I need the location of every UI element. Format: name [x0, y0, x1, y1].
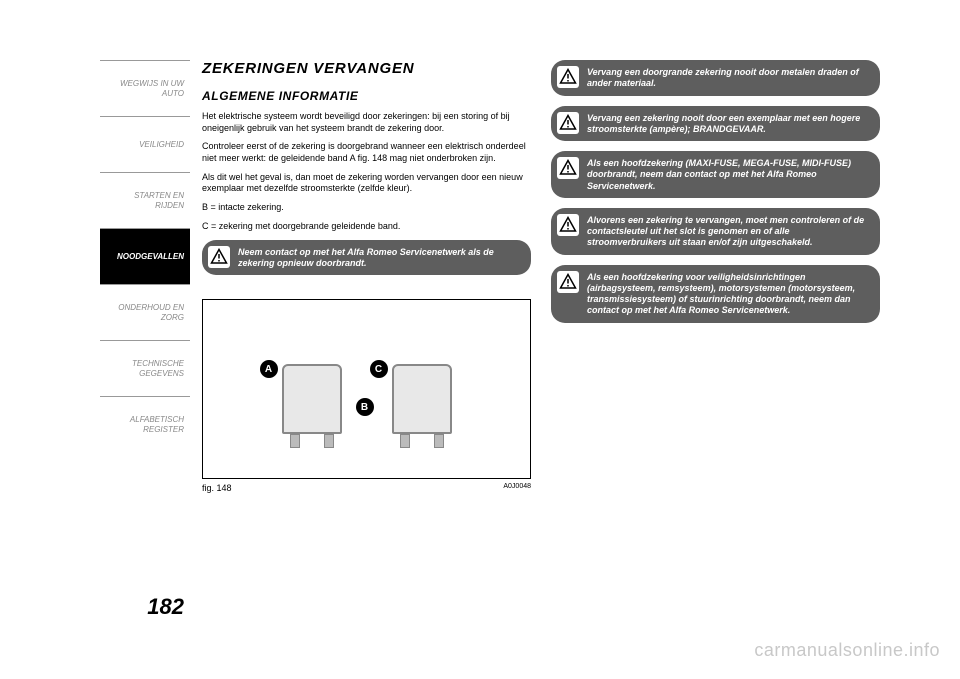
warning-text: Vervang een doorgrande zekering nooit do… — [587, 66, 870, 90]
warning-icon — [557, 157, 579, 179]
callout-b: B — [356, 398, 374, 416]
para-2: Controleer eerst of de zekering is doorg… — [202, 141, 531, 164]
figure-label: fig. 148 — [202, 483, 232, 493]
tab-wegwijs[interactable]: WEGWIJS IN UW AUTO — [100, 60, 190, 116]
manual-page: WEGWIJS IN UW AUTO VEILIGHEID STARTEN EN… — [100, 60, 880, 620]
warning-icon — [557, 66, 579, 88]
left-column: ZEKERINGEN VERVANGEN ALGEMENE INFORMATIE… — [202, 60, 531, 620]
para-4: B = intacte zekering. — [202, 202, 531, 214]
warning-text: Vervang een zekering nooit door een exem… — [587, 112, 870, 136]
callout-c: C — [370, 360, 388, 378]
warning-text: Neem contact op met het Alfa Romeo Servi… — [238, 246, 521, 270]
heading-sub: ALGEMENE INFORMATIE — [202, 89, 531, 103]
warning-icon — [557, 214, 579, 236]
fuse-intact: A B — [272, 344, 352, 434]
page-number: 182 — [100, 594, 190, 620]
warning-icon — [557, 112, 579, 134]
warning-r1: Vervang een doorgrande zekering nooit do… — [551, 60, 880, 96]
warning-text: Als een hoofdzekering (MAXI-FUSE, MEGA-F… — [587, 157, 870, 192]
para-1: Het elektrische systeem wordt beveiligd … — [202, 111, 531, 134]
warning-icon — [208, 246, 230, 268]
warning-icon — [557, 271, 579, 293]
warning-r4: Alvorens een zekering te vervangen, moet… — [551, 208, 880, 255]
warning-r2: Vervang een zekering nooit door een exem… — [551, 106, 880, 142]
watermark: carmanualsonline.info — [754, 640, 940, 661]
warning-text: Alvorens een zekering te vervangen, moet… — [587, 214, 870, 249]
sidebar-tabs: WEGWIJS IN UW AUTO VEILIGHEID STARTEN EN… — [100, 60, 190, 620]
figure-148: A B C — [202, 299, 531, 479]
tab-onderhoud[interactable]: ONDERHOUD EN ZORG — [100, 284, 190, 340]
warning-left-1: Neem contact op met het Alfa Romeo Servi… — [202, 240, 531, 276]
para-5: C = zekering met doorgebrande geleidende… — [202, 221, 531, 233]
warning-r3: Als een hoofdzekering (MAXI-FUSE, MEGA-F… — [551, 151, 880, 198]
para-3: Als dit wel het geval is, dan moet de ze… — [202, 172, 531, 195]
heading-main: ZEKERINGEN VERVANGEN — [202, 60, 531, 77]
figure-caption: fig. 148 A0J0048 — [202, 483, 531, 493]
right-column: Vervang een doorgrande zekering nooit do… — [551, 60, 880, 620]
warning-text: Als een hoofdzekering voor veiligheidsin… — [587, 271, 870, 317]
callout-a: A — [260, 360, 278, 378]
tab-starten[interactable]: STARTEN EN RIJDEN — [100, 172, 190, 228]
content-columns: ZEKERINGEN VERVANGEN ALGEMENE INFORMATIE… — [202, 60, 880, 620]
fuse-blown: C — [382, 344, 462, 434]
tab-technische[interactable]: TECHNISCHE GEGEVENS — [100, 340, 190, 396]
tab-noodgevallen[interactable]: NOODGEVALLEN — [100, 228, 190, 284]
tab-register[interactable]: ALFABETISCH REGISTER — [100, 396, 190, 452]
tab-veiligheid[interactable]: VEILIGHEID — [100, 116, 190, 172]
figure-code: A0J0048 — [503, 483, 531, 493]
warning-r5: Als een hoofdzekering voor veiligheidsin… — [551, 265, 880, 323]
